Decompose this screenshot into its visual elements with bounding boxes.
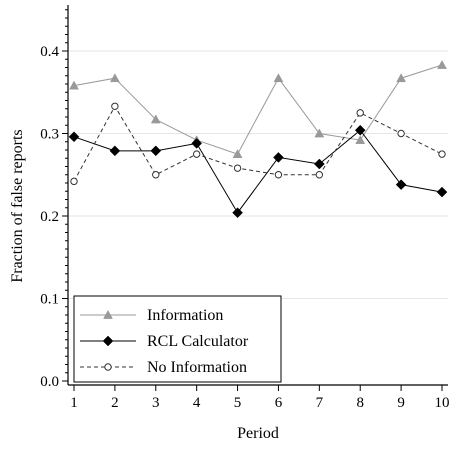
data-point: [111, 102, 119, 110]
data-point: [233, 164, 242, 172]
series-lines: [68, 60, 448, 219]
series-line: [73, 64, 443, 155]
y-tick-label: 0.0: [40, 374, 59, 390]
y-tick-label: 0.1: [40, 292, 59, 308]
x-tick-label: 3: [152, 395, 160, 411]
data-point: [437, 60, 447, 69]
data-point: [232, 149, 243, 158]
series-circle: [70, 102, 446, 186]
x-tick-label: 5: [234, 395, 242, 411]
x-tick-label: 10: [435, 395, 450, 411]
data-point: [150, 145, 162, 157]
data-point: [273, 152, 284, 163]
data-point: [274, 171, 283, 179]
y-tick-label: 0.2: [40, 209, 59, 225]
data-point: [313, 158, 325, 170]
legend: Information RCL Calculator No Information: [73, 295, 282, 383]
data-point: [69, 80, 79, 90]
data-point: [396, 73, 407, 83]
legend-label: Information: [147, 307, 223, 324]
axes: 0.0 0.1 0.2 0.3 0.4 1 2 3 4 5 6 7 8 9 10: [40, 5, 450, 411]
legend-label: RCL Calculator: [147, 333, 249, 350]
x-tick-label: 4: [193, 395, 201, 411]
x-tick-label: 8: [356, 395, 364, 411]
data-point: [232, 207, 243, 219]
y-tick-label: 0.3: [40, 127, 59, 143]
data-point: [438, 150, 446, 158]
data-point: [273, 73, 284, 83]
legend-marker: [103, 309, 113, 319]
data-point: [355, 135, 366, 144]
x-tick-label: 9: [397, 395, 405, 411]
series-triangle: [69, 60, 447, 158]
data-point: [356, 109, 364, 117]
legend-label: No Information: [147, 359, 247, 376]
series-diamond: [68, 124, 448, 219]
data-point: [68, 131, 80, 143]
data-point: [109, 145, 121, 157]
x-tick-label: 6: [275, 395, 283, 411]
data-point: [315, 171, 324, 179]
x-tick-label: 7: [316, 395, 324, 411]
data-point: [150, 114, 161, 124]
x-tick-label: 2: [111, 395, 119, 411]
x-tick-label: 1: [70, 395, 78, 411]
legend-marker: [102, 335, 114, 347]
data-point: [191, 138, 203, 149]
data-point: [70, 177, 78, 186]
data-point: [436, 186, 448, 198]
series-line: [73, 129, 443, 214]
data-point: [395, 179, 407, 191]
data-point: [397, 129, 405, 138]
data-point: [152, 171, 160, 179]
x-axis-label: Period: [237, 425, 279, 442]
data-point: [354, 124, 366, 136]
data-point: [109, 73, 120, 83]
legend-marker: [104, 363, 112, 371]
series-line: [73, 105, 443, 182]
y-tick-label: 0.4: [40, 44, 59, 60]
data-point: [314, 128, 325, 138]
y-axis-label: Fraction of false reports: [9, 129, 26, 282]
data-point: [192, 150, 201, 158]
